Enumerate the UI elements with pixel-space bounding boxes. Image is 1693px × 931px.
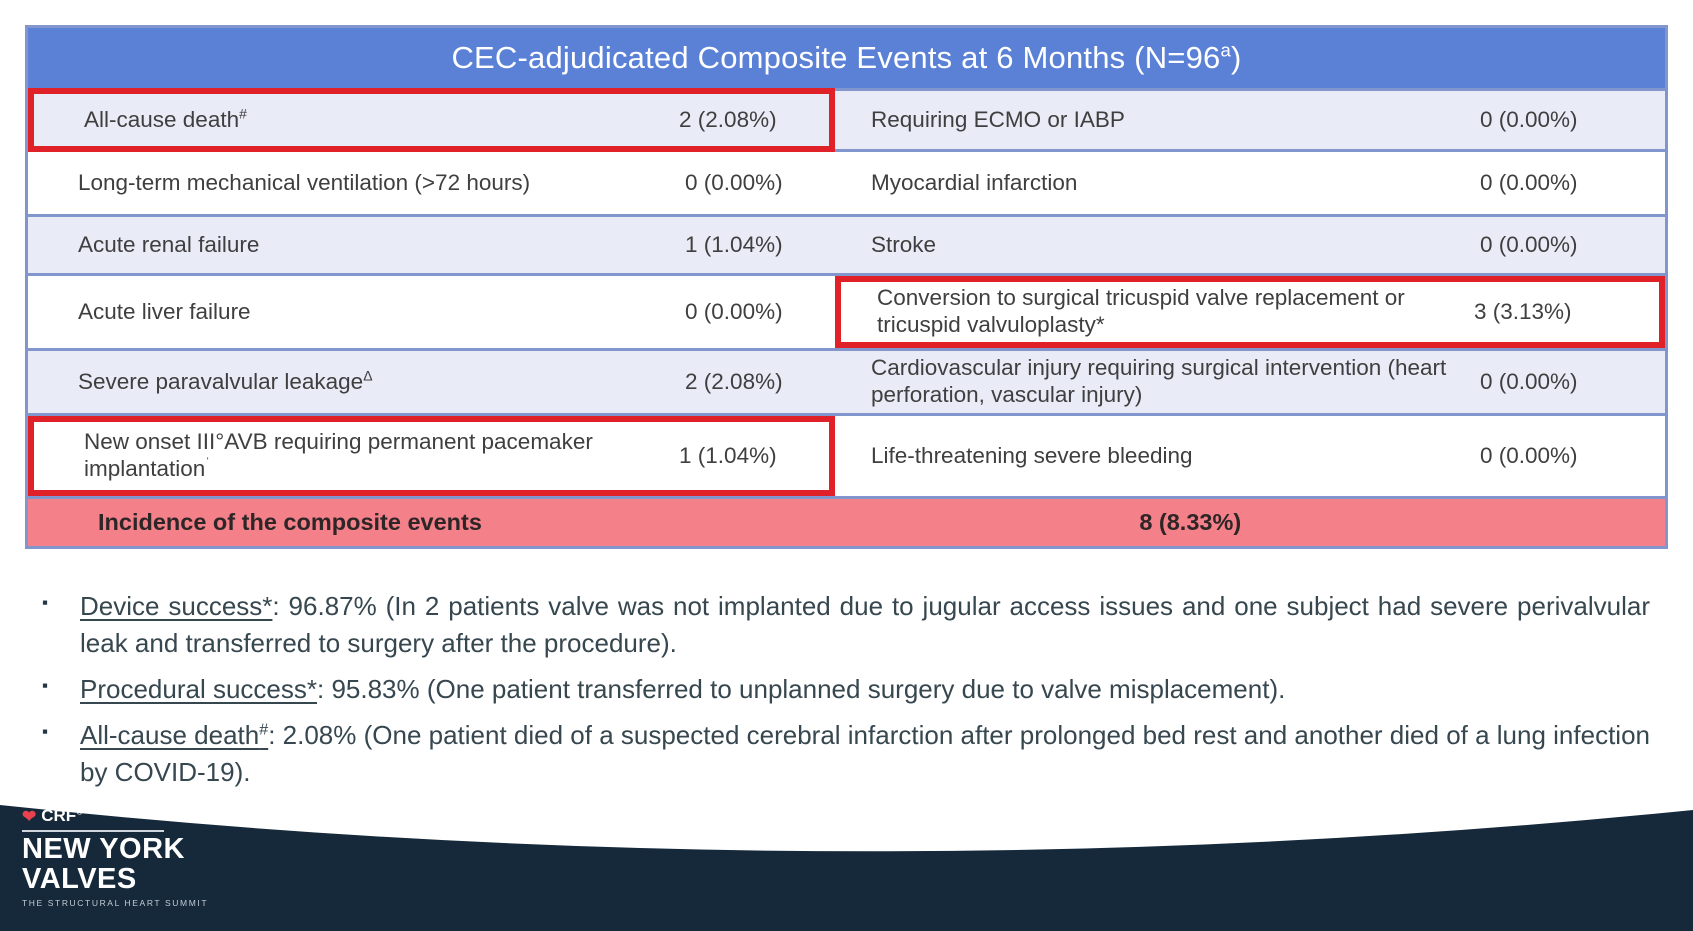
event-label-text: Acute liver failure <box>78 298 251 324</box>
footer-band: ❤ CRF® NEW YORK VALVES THE STRUCTURAL HE… <box>0 790 1693 931</box>
event-label: All-cause death# <box>34 105 679 134</box>
event-label: Acute liver failure <box>28 299 685 326</box>
event-label-text: Long-term mechanical ventilation (>72 ho… <box>78 169 531 195</box>
table-row: Life-threatening severe bleeding 0 (0.00… <box>835 416 1665 496</box>
crf-logo: ❤ CRF® <box>22 806 208 826</box>
event-value: 0 (0.00%) <box>1479 169 1578 195</box>
event-value: 0 (0.00%) <box>1479 442 1578 468</box>
bullet-lead-sup: # <box>259 720 269 739</box>
event-value: 2 (2.08%) <box>685 368 783 394</box>
bullet-icon: ▪ <box>42 675 49 695</box>
event-label-text: Life-threatening severe bleeding <box>871 442 1193 468</box>
event-label: Long-term mechanical ventilation (>72 ho… <box>28 170 685 197</box>
event-label-sup: # <box>239 105 247 122</box>
table-row: Requiring ECMO or IABP 0 (0.00%) <box>835 88 1665 152</box>
footer-curve <box>0 805 1693 931</box>
event-value: 1 (1.04%) <box>679 442 777 468</box>
event-value: 0 (0.00%) <box>1479 231 1578 257</box>
event-label-text: Acute renal failure <box>78 231 260 257</box>
table-row: Conversion to surgical tricuspid valve r… <box>835 276 1665 348</box>
logo-line2: VALVES <box>22 862 137 895</box>
bullet-icon: ▪ <box>42 593 49 612</box>
event-label: Severe paravalvular leakageΔ <box>28 367 685 396</box>
heart-icon: ❤ <box>22 806 37 826</box>
crf-text: CRF® <box>41 806 83 826</box>
table-title-text: CEC-adjudicated Composite Events at 6 Mo… <box>451 40 1241 76</box>
event-value: 3 (3.13%) <box>1473 298 1572 324</box>
registered-mark: ® <box>76 806 83 817</box>
event-label: Requiring ECMO or IABP <box>835 107 1480 134</box>
table-title: CEC-adjudicated Composite Events at 6 Mo… <box>28 28 1665 88</box>
event-label-text: New onset III°AVB requiring permanent pa… <box>84 429 593 481</box>
event-label: New onset III°AVB requiring permanent pa… <box>34 429 679 482</box>
event-label-text: Cardiovascular injury requiring surgical… <box>871 355 1447 407</box>
crf-label: CRF <box>41 806 77 825</box>
event-label: Life-threatening severe bleeding <box>835 443 1480 470</box>
event-label-text: Conversion to surgical tricuspid valve r… <box>877 285 1405 337</box>
event-label-sup: Δ <box>363 367 373 384</box>
summary-value: 8 (8.33%) <box>1139 509 1242 535</box>
event-label: Acute renal failure <box>28 232 685 259</box>
table-row: New onset III°AVB requiring permanent pa… <box>28 416 836 496</box>
title-superscript: a <box>1220 39 1232 61</box>
list-item: ▪ Procedural success*: 95.83% (One patie… <box>42 671 1650 708</box>
event-value: 2 (2.08%) <box>679 106 777 132</box>
list-item: ▪ Device success*: 96.87% (In 2 patients… <box>42 588 1650 662</box>
event-label-text: All-cause death <box>84 106 240 132</box>
bullet-icon: ▪ <box>42 721 49 741</box>
event-label-text: Requiring ECMO or IABP <box>871 106 1125 132</box>
event-value: 0 (0.00%) <box>685 298 783 324</box>
table-row: Long-term mechanical ventilation (>72 ho… <box>28 152 836 214</box>
table-row: Myocardial infarction 0 (0.00%) <box>835 152 1665 214</box>
logo-tagline: THE STRUCTURAL HEART SUMMIT <box>22 898 209 909</box>
composite-incidence-row: Incidence of the composite events 8 (8.3… <box>28 496 1665 546</box>
event-label: Stroke <box>835 232 1480 259</box>
bullet-rest: : 2.08% (One patient died of a suspected… <box>80 719 1650 787</box>
event-label-text: Severe paravalvular leakage <box>78 368 364 394</box>
table-row: Stroke 0 (0.00%) <box>835 214 1665 276</box>
bullet-lead-text: Device success* <box>80 591 273 621</box>
list-item: ▪ All-cause death#: 2.08% (One patient d… <box>42 717 1650 791</box>
event-label: Myocardial infarction <box>835 170 1480 197</box>
event-label: Conversion to surgical tricuspid valve r… <box>841 285 1474 338</box>
notes-list: ▪ Device success*: 96.87% (In 2 patients… <box>42 588 1650 800</box>
title-post: ) <box>1231 40 1242 75</box>
bullet-lead: All-cause death# <box>80 720 268 750</box>
bullet-lead-text: Procedural success* <box>80 673 317 704</box>
event-label-sup: ˈ <box>205 454 210 471</box>
table-row: Cardiovascular injury requiring surgical… <box>835 348 1665 416</box>
bullet-lead-text: All-cause death <box>80 719 260 750</box>
event-value: 0 (0.00%) <box>1479 368 1578 394</box>
new-york-valves-logo: ❤ CRF® NEW YORK VALVES THE STRUCTURAL HE… <box>22 806 208 908</box>
bullet-rest: : 95.83% (One patient transferred to unp… <box>317 673 1286 704</box>
bullet-rest: : 96.87% (In 2 patients valve was not im… <box>80 591 1650 658</box>
summary-label: Incidence of the composite events <box>98 509 482 535</box>
event-value: 0 (0.00%) <box>1479 106 1578 132</box>
title-pre: CEC-adjudicated Composite Events at 6 Mo… <box>451 40 1221 75</box>
table-row: Acute renal failure 1 (1.04%) <box>28 214 836 276</box>
event-label-text: Stroke <box>871 231 937 257</box>
table-row: Acute liver failure 0 (0.00%) <box>28 276 836 348</box>
logo-divider <box>22 830 164 832</box>
table-row: All-cause death# 2 (2.08%) <box>28 88 836 152</box>
event-label: Cardiovascular injury requiring surgical… <box>835 355 1480 408</box>
table-body: All-cause death# 2 (2.08%) Requiring ECM… <box>28 88 1665 496</box>
bullet-lead: Device success* <box>80 591 272 621</box>
logo-line1: NEW YORK <box>22 833 185 865</box>
event-label-text: Myocardial infarction <box>871 169 1078 195</box>
event-value: 0 (0.00%) <box>685 169 783 195</box>
table-row: Severe paravalvular leakageΔ 2 (2.08%) <box>28 348 836 416</box>
bullet-lead: Procedural success* <box>80 674 317 704</box>
event-value: 1 (1.04%) <box>685 231 783 257</box>
composite-events-table: CEC-adjudicated Composite Events at 6 Mo… <box>25 25 1668 549</box>
